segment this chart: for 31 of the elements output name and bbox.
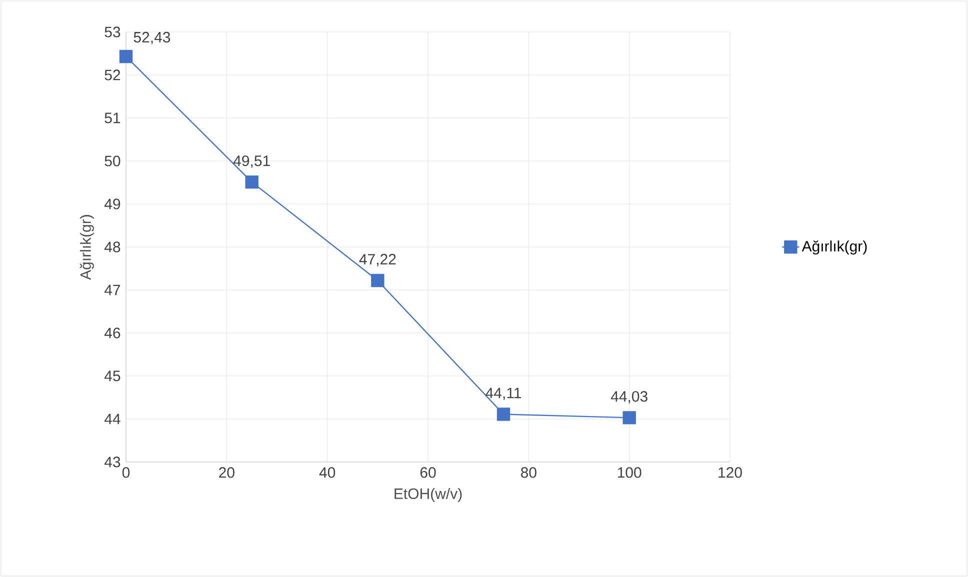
x-axis-title: EtOH(w/v): [394, 488, 462, 502]
y-tick-label: 49: [104, 198, 120, 210]
y-tick-label: 48: [104, 242, 120, 252]
y-tick-label: 44: [104, 414, 120, 424]
data-label: 49,51: [233, 155, 270, 168]
y-tick-label: 47: [104, 284, 120, 296]
y-tick-label: 53: [104, 26, 120, 38]
x-tick-label: 0: [122, 467, 130, 478]
y-tick-label: 51: [104, 112, 120, 124]
x-tick-label: 40: [319, 467, 336, 478]
point: [371, 274, 384, 288]
data-label: 44,11: [486, 388, 521, 400]
point: [496, 408, 510, 421]
legend-label: Ağırlık(gr): [802, 240, 867, 254]
y-tick-label: 43: [104, 456, 120, 468]
point: [245, 175, 258, 189]
x-tick-label: 120: [718, 467, 742, 478]
y-axis-title: Ağırlık(gr): [80, 215, 94, 280]
point: [622, 411, 636, 424]
x-tick-label: 80: [520, 467, 536, 478]
data-label: 47,22: [359, 254, 396, 266]
x-tick-label: 100: [618, 467, 642, 478]
x-tick-label: 60: [420, 467, 436, 478]
data-label: 44,03: [610, 391, 648, 404]
y-tick-label: 46: [104, 328, 120, 338]
point: [119, 50, 133, 64]
data-label: 52,43: [134, 32, 170, 44]
x-tick-label: 20: [219, 467, 234, 478]
y-tick-label: 45: [104, 370, 120, 382]
y-tick-label: 52: [104, 70, 120, 80]
y-tick-label: 50: [104, 156, 120, 166]
